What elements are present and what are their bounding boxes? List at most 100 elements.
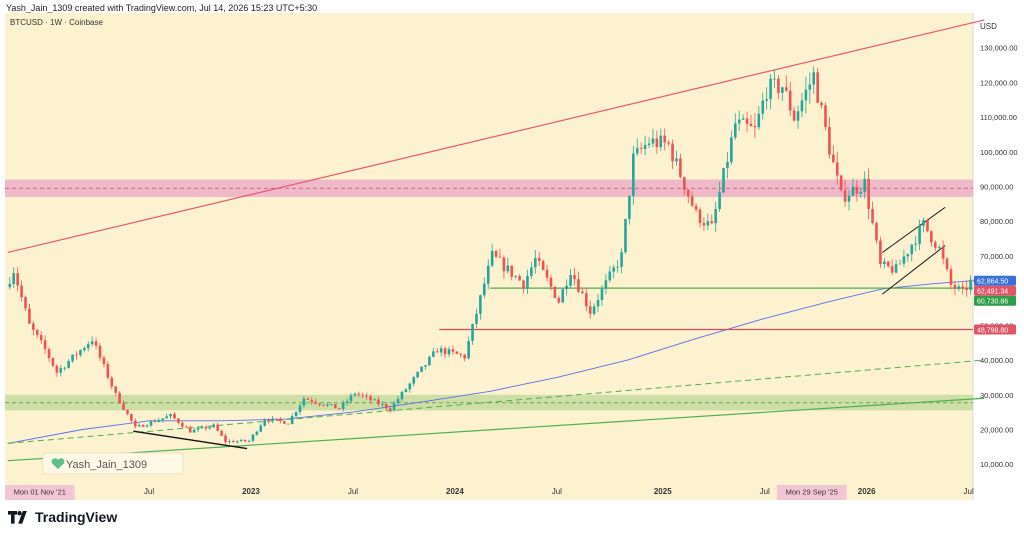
candle [310,397,314,406]
candle [165,413,168,419]
candle [867,168,870,220]
candle-body [553,286,557,298]
price-tick-label: 110,000.00 [980,113,1017,122]
candle [765,87,768,110]
candle [541,259,545,271]
candle-body [632,153,635,196]
candle [259,423,263,433]
candle-body [373,399,376,401]
candle [39,331,43,344]
candle-body [404,389,408,392]
candle-body [267,420,270,422]
candle [883,257,886,269]
candle [86,341,90,352]
price-tag-3 [974,324,1016,335]
candle [486,259,490,290]
candle-body [812,72,816,85]
candle [565,279,568,296]
candle-body [102,357,106,365]
candle-body [428,356,431,366]
candle [365,392,368,400]
price-tick-label: 40,000.00 [980,356,1013,365]
time-highlight-label-0: Mon 01 Nov '21 [14,488,66,497]
candlestick-chart[interactable]: 10,000.0020,000.0030,000.0040,000.0050,0… [0,13,1024,500]
candle-body [145,425,149,427]
time-highlight-1 [776,485,847,500]
candle [141,424,145,428]
candle-body [600,288,604,301]
watermark-badge: Yash_Jain_1309 [42,452,184,475]
candle [730,130,733,165]
candle-body [969,279,972,290]
candle-body [855,186,859,194]
candle-body [161,418,165,421]
candle-body [204,427,208,429]
candle [847,190,851,211]
candle [757,106,761,131]
candle-body [890,266,894,273]
candle [784,75,788,92]
candle-body [353,393,357,396]
time-highlight-label-1: Mon 29 Sep '25 [786,488,838,497]
candle [208,426,212,430]
candle [388,405,392,413]
time-tick-label: Jul [964,487,974,496]
candle [114,386,117,396]
candle [675,150,678,166]
candle [110,376,114,390]
candle [8,277,12,290]
price-tick-label: 120,000.00 [980,78,1018,87]
candle [294,411,298,418]
candle-body [110,377,114,387]
candle-body [518,276,521,281]
candle-body [384,404,388,409]
candle-body [459,353,463,355]
candle [447,346,451,358]
candle-body [949,269,953,285]
candle [326,402,329,408]
candle [686,188,690,204]
candle-body [898,263,902,265]
candle-body [667,142,670,144]
candle [655,130,659,154]
candle [314,398,317,406]
candle [941,240,945,265]
candle-body [824,105,827,128]
candle-body [79,350,82,356]
candle-body [565,285,568,290]
candle-body [149,421,153,426]
candle [122,400,125,411]
candle [792,106,796,122]
tradingview-logo-text: TradingView [35,509,118,525]
candle-body [788,90,792,111]
candle [290,413,294,425]
candle-body [388,408,392,411]
candle [490,243,494,268]
candle-body [400,391,404,400]
candle-body [792,110,796,121]
candle-body [643,145,647,149]
candle [137,422,141,428]
price-tick-label: 20,000.00 [980,425,1013,434]
tradingview-logo[interactable]: TradingView [8,509,117,525]
candle [506,257,510,274]
candle-body [165,416,168,419]
candle-body [59,368,63,373]
time-tick-label: 2026 [858,487,876,496]
candle-body [761,100,765,114]
candle-body [635,148,639,154]
currency-label[interactable]: USD [980,22,997,31]
candle [459,352,463,358]
candle [812,66,816,94]
candle-body [420,366,423,372]
price-tick-label: 70,000.00 [980,252,1013,261]
candle [906,253,910,262]
candle-body [71,354,74,362]
candle-body [486,265,490,284]
candle [455,351,459,355]
candle-body [283,420,286,424]
candle-body [228,441,231,443]
candle-body [530,267,533,276]
candle-body [639,148,643,149]
candle-body [330,404,333,405]
